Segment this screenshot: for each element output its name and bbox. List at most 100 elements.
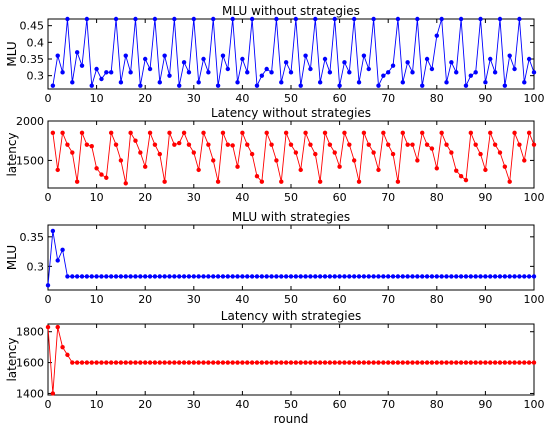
data-point <box>308 142 313 147</box>
data-point <box>342 130 347 136</box>
data-point <box>361 274 367 279</box>
data-point <box>439 130 444 136</box>
x-tick-label: 70 <box>381 293 395 306</box>
data-point <box>65 274 70 279</box>
data-point <box>293 274 299 279</box>
data-point <box>249 151 255 157</box>
data-point <box>196 80 201 85</box>
y-tick-label: 1500 <box>16 154 44 167</box>
x-tick-label: 0 <box>45 293 52 306</box>
data-point <box>522 158 527 163</box>
data-point <box>458 274 464 279</box>
data-point <box>483 360 488 365</box>
data-point <box>206 142 211 147</box>
data-point <box>332 360 337 365</box>
data-point <box>386 360 391 365</box>
data-point <box>351 360 357 365</box>
data-point <box>381 360 386 365</box>
data-point <box>55 53 60 58</box>
data-point <box>332 150 337 155</box>
data-point <box>118 80 124 85</box>
data-point <box>211 274 216 279</box>
data-point <box>458 16 464 22</box>
data-point <box>356 360 362 365</box>
data-point <box>225 142 231 147</box>
data-point <box>317 179 323 184</box>
data-point <box>113 360 119 365</box>
data-point <box>492 70 498 75</box>
y-tick-label: 1400 <box>16 387 44 400</box>
data-point <box>531 274 537 279</box>
data-point <box>181 274 187 279</box>
data-point <box>390 151 396 157</box>
data-point <box>147 66 153 72</box>
data-point <box>468 73 474 78</box>
data-point <box>206 274 211 279</box>
data-point <box>454 168 459 173</box>
data-point <box>104 70 109 75</box>
data-point <box>395 360 401 365</box>
data-point <box>143 274 148 279</box>
data-point <box>172 274 177 279</box>
data-point <box>483 80 488 85</box>
x-tick-label: 10 <box>90 398 104 411</box>
data-point <box>415 360 420 365</box>
data-point <box>337 164 342 169</box>
data-point <box>288 274 294 279</box>
data-point <box>79 274 85 279</box>
data-point <box>196 360 201 365</box>
data-point <box>157 274 162 279</box>
data-point <box>50 83 56 88</box>
data-point <box>45 283 51 288</box>
data-point <box>395 179 401 184</box>
data-point <box>410 274 415 279</box>
data-point <box>531 70 537 75</box>
data-point <box>279 274 284 279</box>
data-point <box>264 130 269 136</box>
data-point <box>288 70 294 75</box>
x-tick-label: 30 <box>187 398 201 411</box>
data-point <box>526 274 532 279</box>
data-point <box>492 360 498 365</box>
data-point <box>249 274 255 279</box>
y-axis-label-3: MLU <box>5 245 19 270</box>
data-point <box>424 142 430 147</box>
data-point <box>371 274 376 279</box>
data-point <box>473 360 478 365</box>
data-point <box>366 142 371 147</box>
data-point <box>449 274 454 279</box>
data-point <box>313 360 318 365</box>
data-point <box>99 172 104 177</box>
y-axis-label-2: latency <box>5 132 19 176</box>
data-point <box>468 274 474 279</box>
data-point <box>322 274 328 279</box>
data-point <box>152 16 158 22</box>
data-point <box>308 274 313 279</box>
data-point <box>517 274 522 279</box>
y-tick-label: 0.35 <box>20 53 45 66</box>
data-point <box>235 360 240 365</box>
data-point <box>60 130 65 136</box>
data-point <box>79 63 85 68</box>
data-point <box>230 16 235 22</box>
data-point <box>283 274 289 279</box>
data-point <box>444 274 449 279</box>
data-point <box>60 247 65 253</box>
data-point <box>235 164 240 169</box>
data-point <box>70 150 75 155</box>
data-point <box>128 274 133 279</box>
y-tick-label: 0.45 <box>20 20 45 33</box>
data-point <box>366 360 371 365</box>
data-point <box>405 360 410 365</box>
data-point <box>108 130 114 136</box>
data-point <box>526 56 532 62</box>
x-tick-label: 20 <box>138 398 152 411</box>
data-point <box>94 274 99 279</box>
data-point <box>386 142 391 147</box>
data-point <box>288 142 294 147</box>
data-point <box>347 360 352 365</box>
data-point <box>497 16 503 22</box>
x-tick-label: 60 <box>333 293 347 306</box>
data-point <box>201 130 206 136</box>
data-point <box>50 130 56 136</box>
